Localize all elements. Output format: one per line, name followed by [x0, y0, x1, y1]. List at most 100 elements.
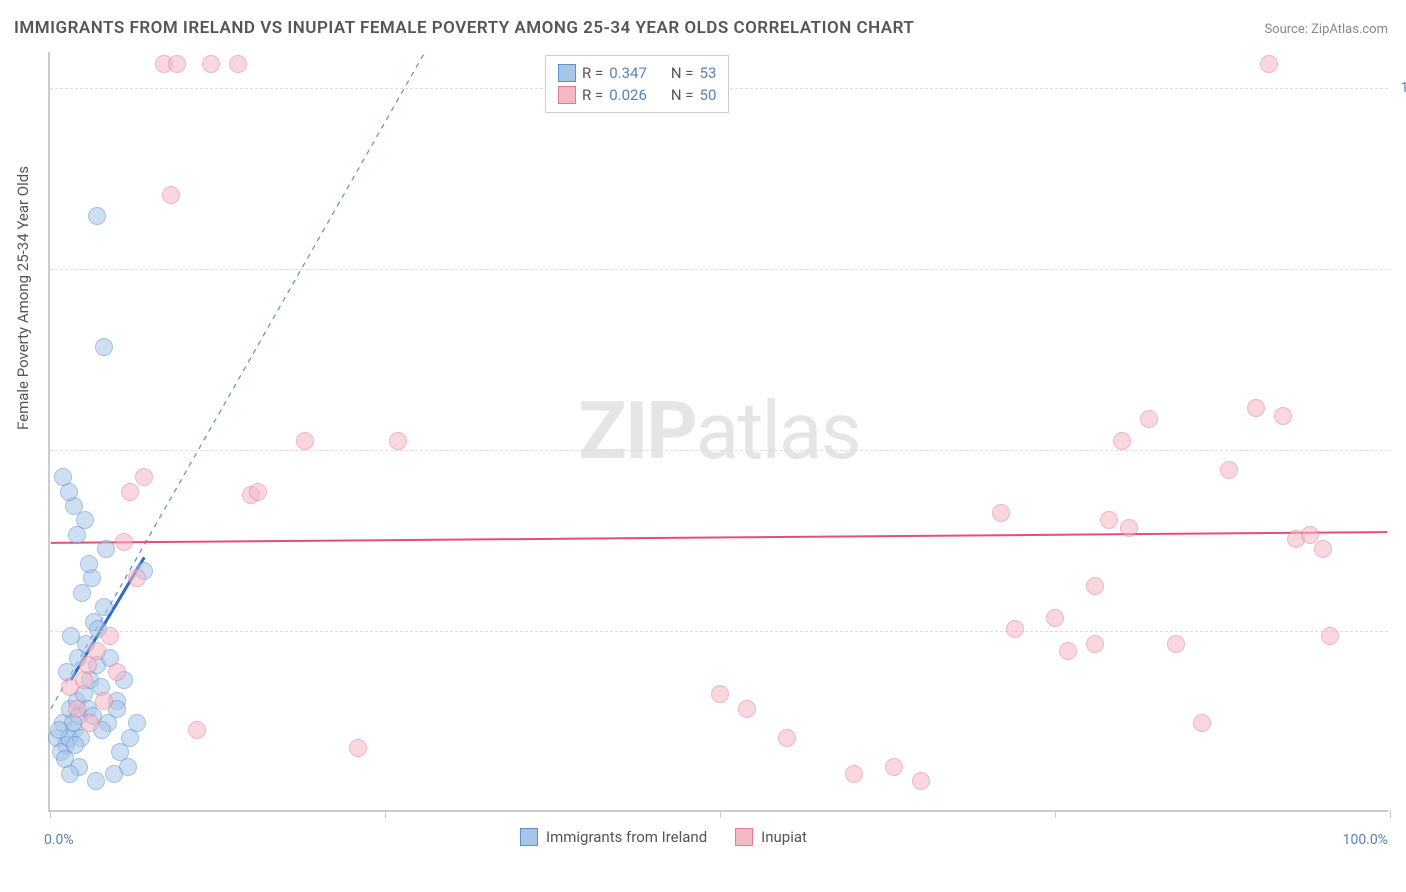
scatter-point	[1260, 55, 1278, 73]
grid-line	[50, 631, 1388, 632]
scatter-point	[50, 721, 68, 739]
plot-area: ZIPatlas 25.0%50.0%75.0%100.0%	[48, 52, 1388, 812]
scatter-point	[95, 338, 113, 356]
x-tick	[50, 810, 51, 818]
source-attribution: Source: ZipAtlas.com	[1264, 22, 1388, 37]
scatter-point	[115, 533, 133, 551]
chart-title: IMMIGRANTS FROM IRELAND VS INUPIAT FEMAL…	[14, 18, 914, 38]
x-tick-max: 100.0%	[1343, 832, 1388, 848]
legend-swatch-series-1	[558, 86, 576, 104]
series-legend-label-1: Inupiat	[761, 828, 807, 846]
watermark-bold: ZIP	[578, 384, 696, 478]
legend-swatch-series-0	[558, 64, 576, 82]
scatter-point	[778, 729, 796, 747]
scatter-point	[128, 714, 146, 732]
y-axis-label: Female Poverty Among 25-34 Year Olds	[14, 166, 32, 430]
scatter-point	[1006, 620, 1024, 638]
scatter-point	[1274, 407, 1292, 425]
x-tick	[720, 810, 721, 818]
scatter-point	[296, 432, 314, 450]
scatter-point	[349, 739, 367, 757]
series-legend: Immigrants from Ireland Inupiat	[520, 828, 807, 846]
scatter-point	[62, 627, 80, 645]
scatter-point	[1059, 642, 1077, 660]
scatter-point	[389, 432, 407, 450]
scatter-point	[97, 540, 115, 558]
scatter-point	[66, 736, 84, 754]
x-tick	[1055, 810, 1056, 818]
scatter-point	[1113, 432, 1131, 450]
legend-swatch-bottom-0	[520, 828, 538, 846]
r-label-0: R =	[582, 64, 603, 82]
correlation-legend-row-0: R = 0.347 N = 53	[558, 62, 716, 84]
r-label-1: R =	[582, 86, 603, 104]
grid-line	[50, 450, 1388, 451]
x-tick	[1390, 810, 1391, 818]
scatter-point	[80, 555, 98, 573]
scatter-point	[1086, 577, 1104, 595]
scatter-point	[1167, 635, 1185, 653]
series-legend-item-0: Immigrants from Ireland	[520, 828, 707, 846]
scatter-point	[711, 685, 729, 703]
x-tick	[385, 810, 386, 818]
scatter-point	[1046, 609, 1064, 627]
grid-line	[50, 269, 1388, 270]
scatter-point	[121, 483, 139, 501]
scatter-point	[885, 758, 903, 776]
scatter-point	[105, 765, 123, 783]
correlation-legend: R = 0.347 N = 53 R = 0.026 N = 50	[545, 55, 729, 113]
scatter-point	[101, 627, 119, 645]
scatter-point	[81, 714, 99, 732]
source-label: Source:	[1264, 22, 1307, 37]
watermark-rest: atlas	[696, 384, 860, 478]
series-legend-item-1: Inupiat	[735, 828, 807, 846]
scatter-point	[188, 721, 206, 739]
scatter-point	[229, 55, 247, 73]
series-legend-label-0: Immigrants from Ireland	[546, 828, 707, 846]
scatter-point	[1140, 410, 1158, 428]
scatter-point	[95, 692, 113, 710]
r-value-1: 0.026	[609, 86, 647, 104]
scatter-point	[1086, 635, 1104, 653]
n-value-1: 50	[700, 86, 717, 104]
scatter-point	[1321, 627, 1339, 645]
x-tick-min: 0.0%	[44, 832, 74, 848]
scatter-point	[912, 772, 930, 790]
trend-line	[51, 532, 1387, 543]
scatter-point	[1247, 399, 1265, 417]
scatter-point	[87, 772, 105, 790]
correlation-legend-row-1: R = 0.026 N = 50	[558, 84, 716, 106]
scatter-point	[108, 663, 126, 681]
scatter-point	[249, 483, 267, 501]
n-value-0: 53	[700, 64, 717, 82]
scatter-point	[1314, 540, 1332, 558]
n-label-1: N =	[671, 86, 694, 104]
source-name: ZipAtlas.com	[1311, 22, 1388, 37]
scatter-point	[68, 700, 86, 718]
scatter-point	[95, 598, 113, 616]
scatter-point	[76, 511, 94, 529]
scatter-point	[88, 207, 106, 225]
r-value-0: 0.347	[609, 64, 647, 82]
chart-container: IMMIGRANTS FROM IRELAND VS INUPIAT FEMAL…	[0, 0, 1406, 892]
legend-swatch-bottom-1	[735, 828, 753, 846]
scatter-point	[845, 765, 863, 783]
scatter-point	[61, 765, 79, 783]
scatter-point	[54, 468, 72, 486]
scatter-point	[202, 55, 220, 73]
scatter-point	[135, 468, 153, 486]
scatter-point	[162, 186, 180, 204]
watermark: ZIPatlas	[578, 384, 859, 478]
y-tick-label: 100.0%	[1401, 80, 1406, 96]
scatter-point	[1193, 714, 1211, 732]
scatter-point	[992, 504, 1010, 522]
n-label-0: N =	[671, 64, 694, 82]
scatter-point	[1100, 511, 1118, 529]
scatter-point	[1220, 461, 1238, 479]
scatter-point	[1301, 526, 1319, 544]
scatter-point	[738, 700, 756, 718]
scatter-point	[128, 569, 146, 587]
scatter-point	[1120, 519, 1138, 537]
scatter-point	[168, 55, 186, 73]
scatter-point	[88, 642, 106, 660]
